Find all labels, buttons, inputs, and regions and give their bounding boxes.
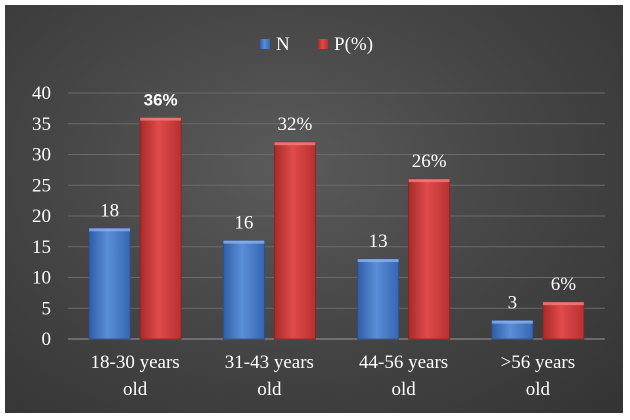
y-tick-label: 0: [42, 329, 52, 350]
bar-n-0: [88, 227, 131, 340]
bar-p-0: [139, 117, 182, 340]
data-label: 13: [369, 231, 388, 252]
y-tick-label: 20: [32, 206, 51, 227]
data-label: 36%: [144, 91, 178, 110]
data-label: 6%: [551, 274, 577, 295]
legend: N P(%): [260, 34, 373, 55]
bar-p-1: [273, 141, 316, 340]
legend-label: P(%): [334, 34, 373, 55]
y-tick-label: 30: [32, 145, 51, 166]
y-axis: 0 5 10 15 20 25 30 35 40: [32, 83, 51, 350]
bar-p-3: [542, 301, 585, 340]
data-label: 18: [100, 200, 119, 221]
bar-n-1: [222, 240, 265, 340]
x-tick-label: 18-30 years: [91, 352, 180, 373]
bars: [88, 117, 585, 340]
bar-p-2: [408, 178, 451, 340]
bar-highlight: [89, 228, 131, 232]
chart-frame: 0 5 10 15 20 25 30 35 40 18 36% 16 32% 13 26% 3 6% 18-3…: [5, 5, 623, 413]
bar-highlight: [542, 302, 584, 306]
x-tick-label: old: [391, 379, 416, 400]
x-tick-label: 44-56 years: [359, 352, 448, 373]
x-axis: 18-30 years old 31-43 years old 44-56 years o…: [91, 352, 576, 400]
bar-highlight: [223, 240, 265, 244]
bar-highlight: [357, 259, 399, 263]
y-tick-label: 5: [42, 298, 52, 319]
bar-highlight: [274, 142, 316, 146]
bar-highlight: [491, 320, 533, 324]
bar-highlight: [140, 117, 182, 121]
x-tick-label: old: [526, 379, 551, 400]
y-tick-label: 10: [32, 268, 51, 289]
data-label: 16: [234, 213, 253, 234]
y-tick-label: 15: [32, 237, 51, 258]
x-tick-label: old: [123, 379, 148, 400]
y-tick-label: 25: [32, 175, 51, 196]
legend-swatch-p: [318, 39, 328, 49]
x-tick-label: 31-43 years: [225, 352, 314, 373]
data-label: 26%: [412, 151, 447, 172]
x-tick-label: >56 years: [501, 352, 576, 373]
data-label: 32%: [277, 114, 312, 135]
y-tick-label: 40: [32, 83, 51, 104]
legend-swatch-n: [260, 39, 270, 49]
data-label: 3: [508, 293, 518, 314]
bar-highlight: [408, 179, 450, 183]
y-tick-label: 35: [32, 114, 51, 135]
legend-label: N: [276, 34, 290, 55]
x-tick-label: old: [257, 379, 282, 400]
bar-n-2: [357, 258, 400, 340]
